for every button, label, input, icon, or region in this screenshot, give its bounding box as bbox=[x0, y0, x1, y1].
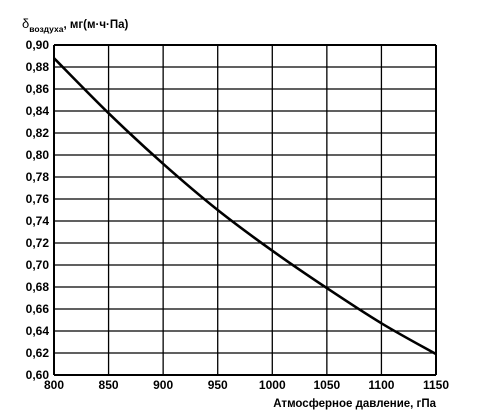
y-axis-unit: , мг(м·ч·Па) bbox=[63, 19, 128, 31]
y-tick-label: 0,82 bbox=[26, 126, 50, 140]
x-tick-label: 1050 bbox=[314, 378, 341, 392]
y-axis-symbol: δ bbox=[22, 16, 29, 31]
y-axis-subscript: воздуха bbox=[29, 24, 63, 34]
grid bbox=[53, 44, 437, 376]
y-tick-label: 0,70 bbox=[26, 258, 50, 272]
series-line bbox=[53, 57, 437, 356]
y-tick-label: 0,78 bbox=[26, 170, 50, 184]
y-tick-label: 0,86 bbox=[26, 82, 50, 96]
y-tick-label: 0,90 bbox=[26, 38, 50, 52]
y-tick-label: 0,62 bbox=[26, 346, 50, 360]
tick-labels: 800 850 900 950 1000 1050 1100 1150 0,60 0,62 0,64… bbox=[26, 38, 450, 392]
x-tick-label: 850 bbox=[99, 378, 119, 392]
y-tick-label: 0,80 bbox=[26, 148, 50, 162]
y-tick-label: 0,72 bbox=[26, 236, 50, 250]
y-axis-label: δвоздуха, мг(м·ч·Па) bbox=[22, 16, 128, 34]
x-tick-label: 1100 bbox=[368, 378, 394, 392]
x-tick-label: 1000 bbox=[259, 378, 286, 392]
y-tick-label: 0,76 bbox=[26, 192, 50, 206]
x-tick-label: 900 bbox=[153, 378, 173, 392]
y-tick-label: 0,66 bbox=[26, 302, 50, 316]
x-tick-label: 1150 bbox=[423, 378, 449, 392]
y-tick-label: 0,88 bbox=[26, 60, 50, 74]
x-tick-label: 800 bbox=[44, 378, 64, 392]
y-tick-label: 0,74 bbox=[26, 214, 50, 228]
y-tick-label: 0,68 bbox=[26, 280, 50, 294]
x-tick-label: 950 bbox=[208, 378, 228, 392]
y-tick-label: 0,60 bbox=[26, 368, 50, 382]
x-axis-label: Атмосферное давление, гПа bbox=[273, 398, 436, 410]
y-tick-label: 0,84 bbox=[26, 104, 50, 118]
data-series bbox=[53, 57, 437, 356]
y-tick-label: 0,64 bbox=[26, 324, 50, 338]
